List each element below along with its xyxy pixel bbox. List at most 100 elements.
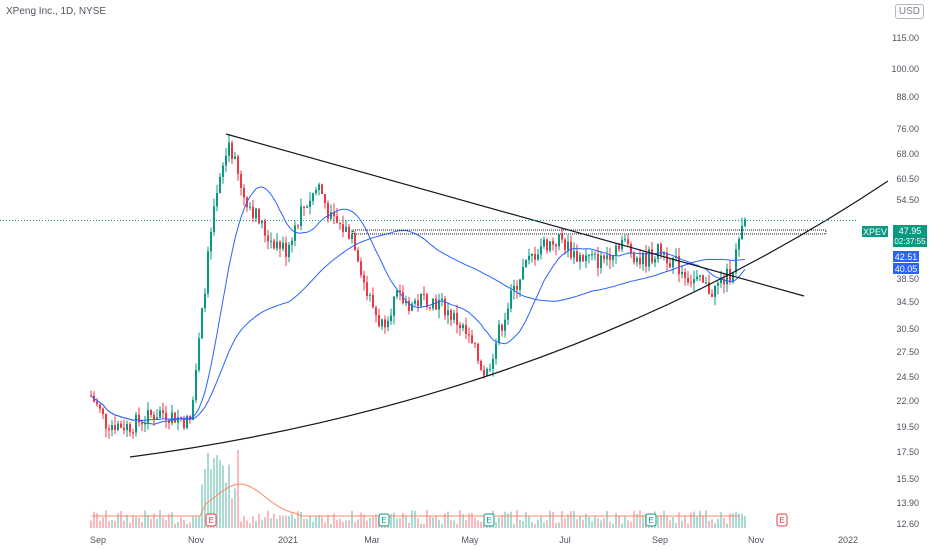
time-tick-label: Jul [559, 535, 571, 545]
moving-average-slow-line [90, 229, 746, 421]
candle-body [324, 194, 326, 204]
volume-bar [615, 513, 617, 528]
earnings-marker-icon[interactable]: E [645, 513, 657, 527]
volume-bar [477, 520, 479, 528]
volume-bar [444, 513, 446, 528]
trendline-drawings[interactable] [0, 133, 889, 458]
volume-bar [177, 521, 179, 528]
candle-body [141, 422, 143, 425]
volume-bar [579, 516, 581, 528]
price-tick-label: 54.50 [896, 195, 919, 205]
candle-body [735, 249, 737, 273]
volume-bar [276, 519, 278, 528]
candle-body [114, 425, 116, 431]
candle-body [309, 200, 311, 207]
volume-bar [354, 521, 356, 528]
volume-bar [528, 516, 530, 528]
volume-bar [366, 520, 368, 528]
earnings-marker-label: E [486, 516, 491, 525]
candle-body [264, 220, 266, 236]
price-axis[interactable]: 115.00 100.00 88.00 76.00 68.00 60.50 54.50 38.… [891, 33, 919, 529]
earnings-marker-icon[interactable]: E [205, 513, 217, 527]
volume-bar [315, 516, 317, 528]
candle-body [507, 308, 509, 320]
volume-bar [666, 515, 668, 528]
candle-body [294, 225, 296, 241]
volume-bar [657, 516, 659, 528]
price-tick-label: 22.00 [896, 396, 919, 406]
candle-body [495, 343, 497, 359]
volume-bar [663, 510, 665, 528]
volume-bar [741, 513, 743, 528]
candle-body [519, 279, 521, 290]
volume-bar [396, 518, 398, 528]
candle-body [471, 335, 473, 344]
volume-bar [606, 510, 608, 528]
earnings-marker-icon[interactable]: E [776, 513, 788, 527]
volume-bar [204, 469, 206, 528]
time-tick-label: Sep [90, 535, 106, 545]
candle-body [723, 278, 725, 285]
candle-body [708, 282, 710, 294]
currency-badge[interactable]: USD [894, 4, 924, 19]
candle-body [207, 251, 209, 294]
volume-bar [108, 521, 110, 528]
candle-body [516, 285, 518, 290]
volume-bar [453, 520, 455, 528]
volume-bar [213, 458, 215, 528]
candle-body [435, 298, 437, 310]
volume-bar [300, 511, 302, 528]
volume-bar [303, 519, 305, 528]
candle-body [651, 249, 653, 263]
candle-body [387, 320, 389, 328]
candle-body [135, 414, 137, 433]
volume-bar [273, 513, 275, 528]
volume-bar [675, 523, 677, 528]
volume-bar [411, 510, 413, 528]
volume-bar [285, 515, 287, 528]
candle-body [276, 241, 278, 249]
volume-bar [603, 518, 605, 528]
candle-body [201, 308, 203, 339]
earnings-marker-icon[interactable]: E [483, 513, 495, 527]
volume-bar [576, 519, 578, 528]
volume-bar [561, 511, 563, 528]
candle-body [342, 224, 344, 232]
volume-bar [432, 517, 434, 528]
volume-bar [465, 519, 467, 528]
volume-bar [702, 515, 704, 528]
volume-bar [231, 498, 233, 528]
candle-body [228, 142, 230, 156]
volume-bar [306, 519, 308, 528]
volume-bar [501, 514, 503, 528]
time-axis[interactable]: Sep Nov 2021 Mar May Jul Sep Nov 2022 [90, 535, 858, 545]
volume-bar [669, 520, 671, 528]
volume-bar [324, 522, 326, 528]
volume-bar [693, 511, 695, 528]
candle-body [459, 324, 461, 329]
volume-bar [153, 513, 155, 528]
volume-bar [312, 521, 314, 528]
price-tick-label: 115.00 [892, 33, 919, 43]
candle-body [597, 253, 599, 268]
volume-bar [342, 521, 344, 528]
candle-body [414, 300, 416, 304]
candle-body [672, 257, 674, 268]
earnings-marker-icon[interactable]: E [378, 513, 390, 527]
candle-body [732, 272, 734, 283]
candle-body [255, 208, 257, 219]
candle-body [657, 243, 659, 260]
candle-body [660, 243, 662, 255]
volume-bar [681, 520, 683, 528]
price-tick-label: 13.90 [896, 498, 919, 508]
volume-bar [168, 514, 170, 528]
candle-body [312, 193, 314, 201]
candle-body [252, 206, 254, 219]
candle-body [117, 423, 119, 431]
volume-bar [642, 514, 644, 528]
volume-bar [558, 522, 560, 528]
volume-bar [363, 514, 365, 528]
